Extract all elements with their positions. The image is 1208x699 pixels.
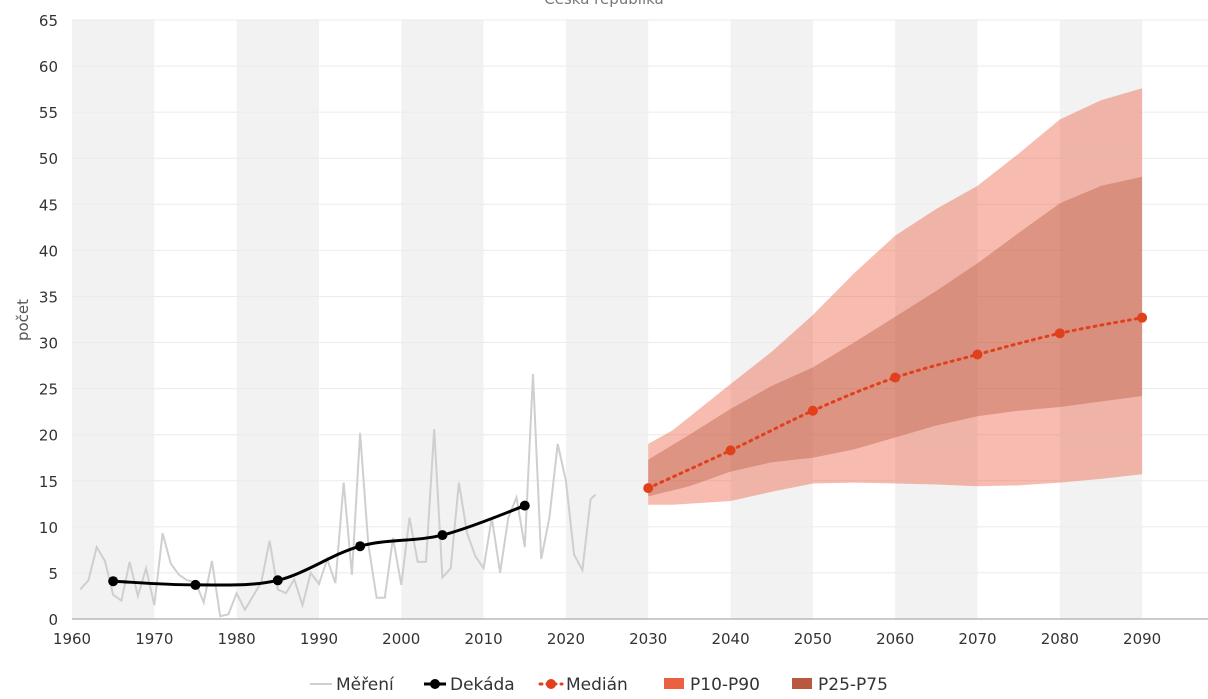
legend-label: Dekáda (450, 675, 515, 695)
chart-title: Česká republika (544, 0, 663, 8)
x-tick-label: 2050 (794, 630, 832, 648)
point-median (643, 483, 654, 494)
point-dekada (519, 500, 530, 511)
x-tick-label: 2020 (547, 630, 585, 648)
y-tick-label: 5 (48, 565, 58, 583)
series-markers (108, 312, 1148, 590)
y-tick-label: 55 (39, 104, 58, 122)
point-median (1137, 312, 1148, 323)
x-tick-label: 1960 (53, 630, 91, 648)
decade-band-2000 (401, 20, 484, 619)
y-tick-label: 60 (39, 58, 58, 76)
x-tick-label: 2070 (958, 630, 996, 648)
y-tick-label: 0 (48, 611, 58, 629)
x-tick-label: 2080 (1041, 630, 1079, 648)
y-tick-label: 20 (39, 427, 58, 445)
legend-item: Medián (538, 675, 628, 695)
decade-band-2060 (895, 20, 978, 619)
series-line-mereni (79, 373, 597, 618)
point-median (972, 349, 983, 360)
decade-band-2020 (565, 20, 649, 619)
legend-item: Dekáda (424, 675, 515, 695)
x-tick-label: 2030 (629, 630, 667, 648)
y-tick-label: 40 (39, 242, 58, 260)
point-dekada (437, 530, 448, 541)
y-axis-label: počet (14, 299, 32, 341)
point-median (807, 405, 818, 416)
legend-label: Měření (336, 675, 395, 695)
legend-label: P10-P90 (690, 675, 760, 695)
y-tick-label: 15 (39, 473, 58, 491)
y-tick-label: 10 (39, 519, 58, 537)
decade-band-1960 (72, 20, 155, 619)
legend-swatch (664, 678, 684, 689)
legend-swatch-marker (430, 679, 440, 689)
y-tick-label: 25 (39, 381, 58, 399)
y-tick-label: 30 (39, 335, 58, 353)
y-tick-label: 65 (39, 12, 58, 30)
decade-background-bands (72, 20, 1143, 619)
legend-label: P25-P75 (818, 675, 888, 695)
x-tick-label: 2090 (1123, 630, 1161, 648)
point-median (890, 372, 901, 383)
x-tick-label: 1990 (300, 630, 338, 648)
legend-swatch (792, 678, 812, 689)
point-dekada (355, 541, 366, 552)
point-dekada (108, 576, 119, 587)
x-tick-label: 2060 (876, 630, 914, 648)
x-tick-label: 1980 (218, 630, 256, 648)
series-line-dekada (113, 504, 526, 587)
area-p25-p75 (648, 176, 1143, 497)
legend-item: Měření (310, 675, 395, 695)
y-tick-label: 45 (39, 196, 58, 214)
x-tick-label: 2000 (382, 630, 420, 648)
area-p10-p90 (648, 88, 1143, 505)
decade-band-2040 (730, 20, 813, 619)
legend-label: Medián (566, 675, 628, 695)
legend-swatch-marker (546, 679, 556, 689)
percentile-areas (648, 88, 1143, 505)
point-dekada (272, 575, 283, 586)
y-tick-label: 50 (39, 150, 58, 168)
y-tick-label: 35 (39, 288, 58, 306)
decade-band-1980 (236, 20, 319, 619)
point-median (725, 445, 736, 456)
x-tick-label: 2040 (711, 630, 749, 648)
x-tick-label: 1970 (135, 630, 173, 648)
axes: 0 5 10 15 20 25 30 35 40 45 50 55 60 65 1960 1970 1980 19… (39, 12, 1208, 648)
legend-item: P10-P90 (664, 675, 760, 695)
legend-item: P25-P75 (792, 675, 888, 695)
point-median (1054, 328, 1065, 339)
x-tick-label: 2010 (465, 630, 503, 648)
legend: Měření Dekáda Medián P10-P90 P25-P75 (310, 675, 888, 695)
point-dekada (190, 579, 201, 590)
